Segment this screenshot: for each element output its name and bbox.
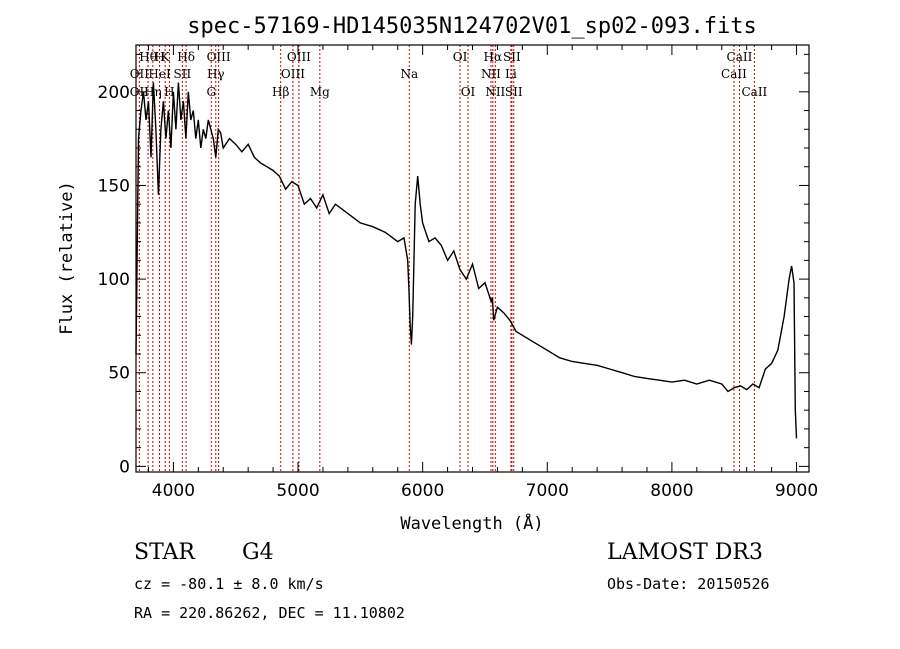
spectral-line-label: SII [503,50,521,64]
y-tick-label: 0 [119,457,130,477]
spectral-line-label: CaII [721,67,747,81]
spectral-line-label: OIII [281,67,305,81]
x-axis-label: Wavelength (Å) [400,512,543,534]
spectral-line-label: NII [481,67,501,81]
spectral-line-label: CaII [741,85,767,99]
spectral-line-label: SII [505,85,523,99]
spectral-line-markers [138,45,755,472]
redshift-cz: cz = -80.1 ± 8.0 km/s [134,575,324,593]
coordinates: RA = 220.86262, DEC = 11.10802 [134,604,405,622]
spectral-line-label: SII [174,67,192,81]
y-tick-label: 150 [98,176,130,196]
survey-name: LAMOST DR3 [607,540,763,565]
spectral-line-label: OIII [287,50,311,64]
spectral-line-label: Na [400,67,418,81]
observation-date: Obs-Date: 20150526 [607,575,770,593]
y-axis-ticks: 0 50 100 150 200 [98,53,809,477]
spectral-line-label: NII [485,85,505,99]
spectral-line-label: Mg [310,85,330,99]
spectral-line-label: Li [505,67,517,81]
chart-title: spec-57169-HD145035N124702V01_sp02-093.f… [187,14,757,39]
spectral-line-label: OII [130,67,150,81]
y-tick-label: 200 [98,83,130,103]
x-tick-label: 8000 [650,481,693,501]
x-tick-label: 9000 [775,481,818,501]
spectral-line-label: CaII [727,50,753,64]
y-tick-label: 50 [108,364,130,384]
spectral-line-label: Hθ [139,50,157,64]
object-class: STAR [134,540,195,565]
spectral-line-label: OI [453,50,468,64]
plot-frame [135,44,810,473]
spectral-line-label: OIII [207,50,231,64]
spectral-line-label: H [154,50,164,64]
x-axis-ticks: 4000 5000 6000 7000 8000 9000 [147,45,818,501]
y-tick-label: 100 [98,270,130,290]
spectral-line-label: Hγ [207,67,225,81]
spectral-line-label: HeI [148,67,171,81]
spectral-line-label: G [206,85,216,99]
y-axis-label: Flux (relative) [57,181,77,335]
spectral-line-label: OI [461,85,476,99]
spectral-line-label: Hα [484,50,503,64]
spectral-line-label: Hδ [177,50,195,64]
spectral-line-label: H [164,85,174,99]
x-tick-label: 4000 [152,481,195,501]
x-tick-label: 5000 [276,481,319,501]
spectral-line-label: Hβ [272,85,289,99]
x-tick-label: 6000 [401,481,444,501]
x-tick-label: 7000 [526,481,569,501]
object-subclass: G4 [242,540,274,565]
spectral-line-label: K [161,50,171,64]
flux-series-line [135,82,798,439]
